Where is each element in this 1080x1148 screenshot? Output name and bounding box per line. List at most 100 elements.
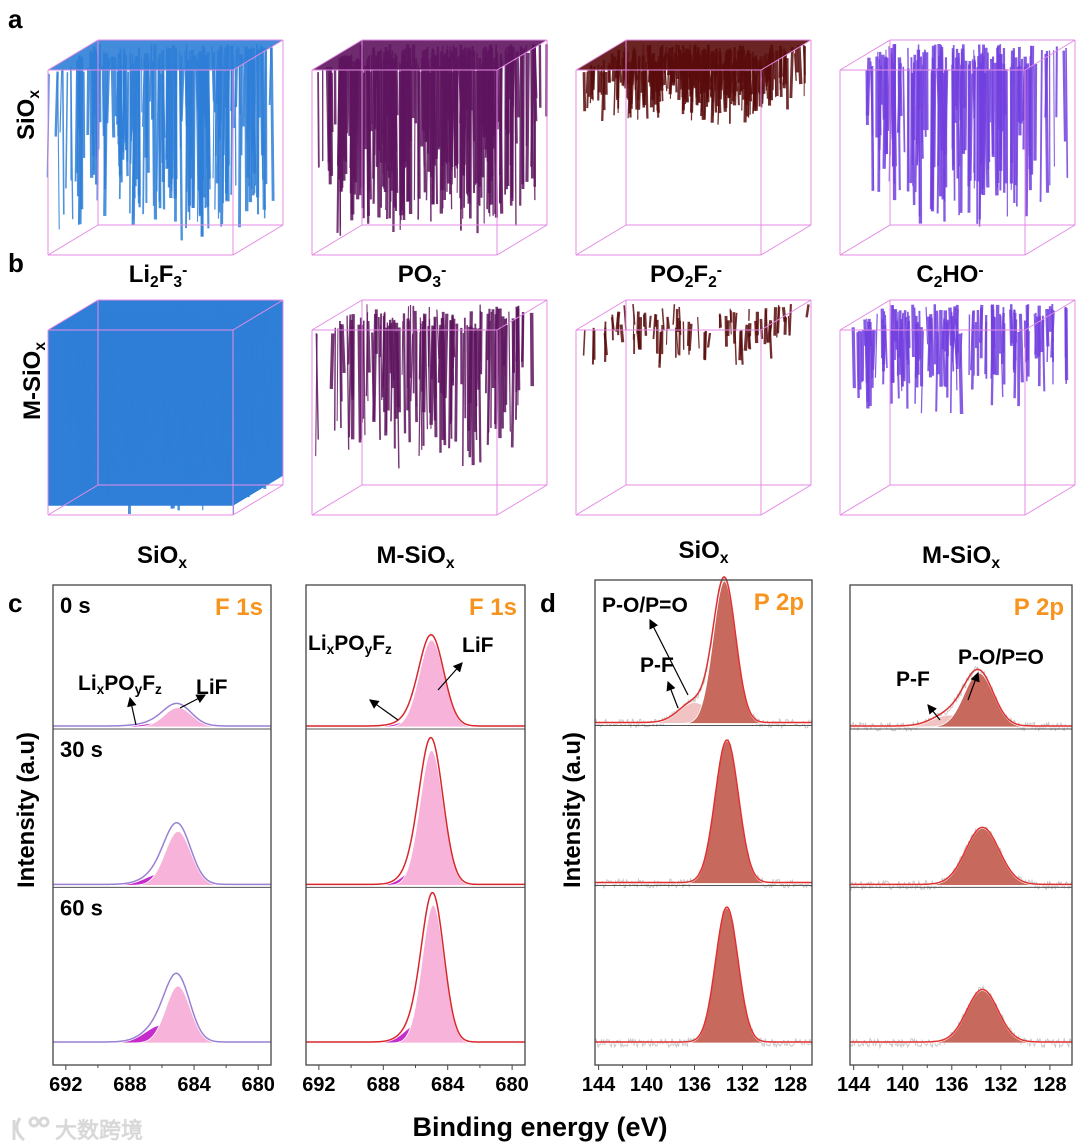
streak	[713, 66, 718, 113]
streak	[856, 332, 860, 399]
streak	[486, 308, 491, 445]
spectrum-row: 0 s	[53, 593, 271, 728]
annotation-arrow	[179, 694, 207, 709]
cube-edge	[839, 39, 891, 71]
streak	[664, 46, 668, 63]
streak	[411, 44, 416, 119]
y-axis-title: Intensity (a.u)	[13, 732, 40, 888]
cube-edge	[496, 299, 548, 331]
streak	[741, 51, 744, 83]
annotation-arrow	[666, 680, 679, 709]
streak	[356, 59, 360, 200]
streak	[881, 328, 887, 365]
cube-edge	[47, 39, 99, 71]
streak	[384, 327, 389, 436]
streak	[618, 65, 622, 83]
streak	[407, 320, 411, 443]
streak	[478, 304, 481, 387]
x-tick-label: 140	[630, 1074, 663, 1096]
streak	[410, 333, 414, 402]
spectrum-row	[849, 886, 1073, 1050]
text-part: Li	[308, 632, 327, 655]
streak	[357, 324, 362, 443]
streak	[719, 48, 723, 85]
cube-edge	[311, 484, 363, 516]
text-part: M-SiO	[922, 542, 991, 569]
x-tick-label: 128	[774, 1074, 807, 1096]
streak	[212, 51, 216, 179]
streak	[959, 332, 963, 368]
envelope-line	[850, 826, 1072, 886]
streak	[162, 309, 166, 418]
streak	[874, 313, 878, 378]
text-part: y	[365, 642, 373, 657]
streak	[424, 65, 430, 143]
x-tick-label: 136	[935, 1074, 968, 1096]
streak	[112, 313, 117, 490]
streak	[586, 69, 590, 109]
streak	[626, 63, 629, 99]
cube-edge	[760, 224, 812, 256]
streak	[224, 66, 230, 194]
streak	[479, 68, 483, 198]
streak	[485, 313, 490, 361]
streak	[747, 70, 753, 95]
streak	[71, 324, 76, 408]
streak	[92, 62, 96, 171]
streak	[978, 304, 984, 343]
cube-edge	[575, 224, 627, 256]
cube-edge	[311, 39, 363, 71]
streak	[346, 315, 350, 450]
streak	[706, 66, 712, 90]
streak	[315, 333, 318, 457]
peak-component-lif	[306, 904, 525, 1044]
peak-component-popo	[850, 672, 1072, 728]
panel-title: SiOx	[137, 542, 187, 572]
streak	[105, 323, 109, 505]
row-label: M-SiOx	[19, 342, 49, 420]
spectrum-row	[849, 728, 1073, 892]
streak	[462, 332, 465, 466]
streak	[895, 320, 900, 399]
streak	[797, 45, 803, 85]
streak	[390, 58, 396, 191]
streak	[185, 314, 189, 429]
annotation-arrow	[927, 704, 941, 721]
cube-rendering	[46, 39, 284, 256]
streak	[121, 62, 126, 140]
text-part: z	[155, 682, 162, 697]
text-part: -	[182, 262, 187, 279]
streak	[77, 332, 81, 481]
streak	[476, 52, 479, 109]
streak	[697, 317, 700, 349]
streak	[61, 68, 65, 215]
streak	[767, 320, 773, 343]
cube-rendering	[839, 299, 1076, 516]
streak	[688, 323, 693, 351]
streak	[475, 328, 480, 390]
streak	[370, 54, 373, 124]
streak	[65, 72, 69, 189]
streak	[952, 44, 956, 201]
cube-edge	[232, 224, 284, 256]
streak	[190, 49, 195, 208]
streak	[269, 47, 275, 201]
streak	[379, 313, 383, 358]
cube-rendering	[311, 299, 548, 516]
streak	[145, 54, 149, 138]
streak	[89, 51, 94, 178]
cube-edge	[839, 299, 891, 331]
text-part: SiO	[137, 542, 178, 569]
streak	[631, 50, 635, 85]
ion-label: C2HO-	[916, 261, 983, 291]
streak	[466, 65, 471, 204]
streak	[990, 319, 994, 379]
streak	[157, 60, 162, 209]
streak	[441, 317, 446, 396]
streak	[903, 310, 907, 382]
streak	[155, 308, 160, 469]
streak	[196, 329, 201, 488]
streak	[534, 44, 538, 99]
